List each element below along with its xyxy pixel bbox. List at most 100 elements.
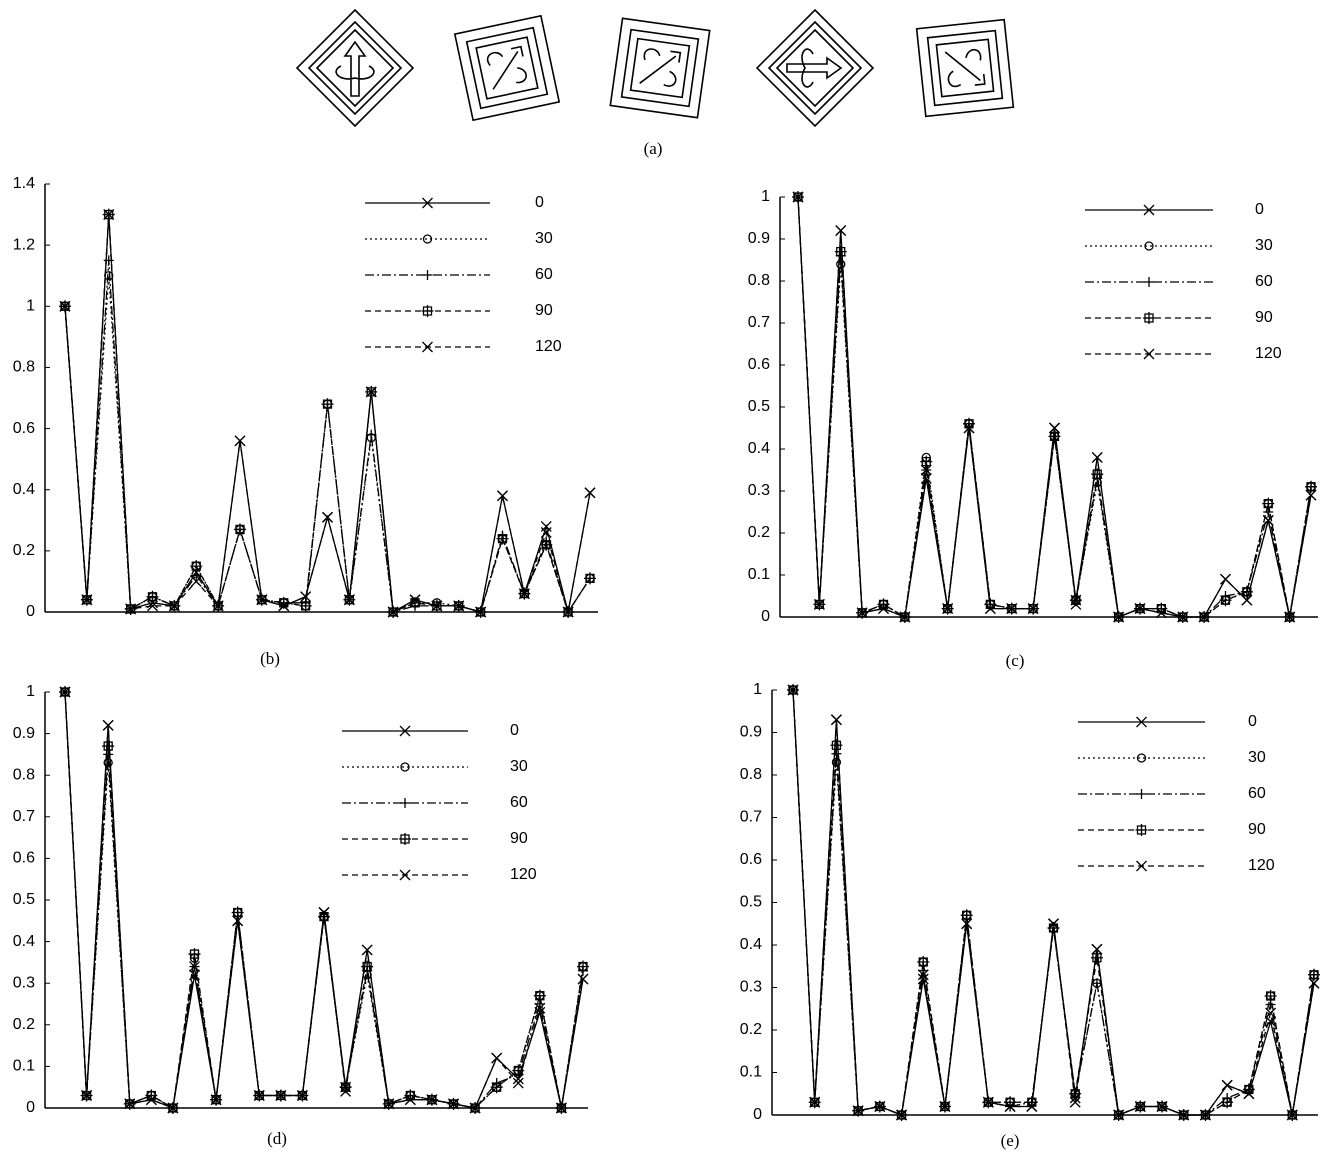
marker: [365, 386, 377, 398]
marker: [1243, 1088, 1255, 1100]
y-tick-label: 0.7: [748, 314, 770, 331]
marker: [234, 435, 246, 447]
legend-marker: [421, 305, 434, 317]
y-tick-label: 0.8: [748, 272, 770, 289]
legend-marker: [422, 197, 433, 209]
panel-caption: (d): [267, 1129, 287, 1148]
marker: [188, 948, 201, 961]
legend-marker: [422, 270, 433, 280]
marker: [1048, 918, 1059, 930]
series-line: [797, 196, 1312, 618]
marker: [453, 600, 465, 612]
legend-label: 120: [535, 338, 562, 355]
marker: [168, 600, 180, 612]
marker: [497, 490, 508, 502]
marker: [920, 464, 932, 476]
marker: [1027, 603, 1039, 615]
marker: [512, 1064, 525, 1077]
marker: [404, 1094, 416, 1106]
y-tick-label: 0.7: [13, 808, 35, 825]
marker: [1069, 1096, 1081, 1108]
series-line: [64, 691, 584, 1110]
marker: [321, 398, 334, 411]
legend-marker: [1135, 824, 1148, 836]
legend-marker: [400, 762, 410, 772]
marker: [1262, 514, 1274, 526]
marker: [1221, 1096, 1234, 1109]
marker: [834, 245, 847, 258]
marker: [296, 1090, 308, 1101]
series-line: [64, 691, 584, 1109]
series-line: [64, 214, 591, 614]
marker: [961, 918, 973, 930]
y-tick-label: 0.6: [13, 850, 35, 867]
y-tick-label: 0: [753, 1106, 762, 1123]
legend-marker: [399, 725, 411, 737]
marker: [1220, 573, 1231, 585]
marker: [1265, 1007, 1277, 1019]
marker: [366, 429, 377, 440]
marker: [830, 739, 843, 752]
marker: [1091, 468, 1104, 481]
marker: [874, 1101, 886, 1112]
marker: [361, 960, 374, 973]
marker: [584, 487, 596, 499]
shape-icon: [295, 8, 415, 128]
marker: [253, 1090, 265, 1101]
marker: [147, 600, 158, 612]
y-tick-label: 0.4: [740, 936, 762, 953]
marker: [852, 1105, 864, 1117]
marker: [534, 1002, 546, 1014]
panel-caption: (b): [260, 649, 280, 668]
marker: [1091, 451, 1103, 463]
marker: [1198, 611, 1210, 623]
legend-label: 0: [1248, 713, 1257, 730]
y-tick-label: 0.9: [13, 725, 35, 742]
series-line: [797, 196, 1312, 619]
marker: [533, 989, 546, 1002]
marker: [475, 606, 487, 618]
marker: [210, 1094, 222, 1106]
marker: [1178, 1109, 1190, 1121]
marker: [125, 603, 137, 615]
legend-label: 0: [1255, 201, 1264, 218]
y-tick-label: 0.1: [740, 1064, 762, 1081]
marker: [939, 1101, 951, 1112]
legend-label: 30: [1248, 749, 1266, 766]
legend-label: 60: [510, 794, 528, 811]
marker: [59, 686, 71, 698]
y-tick-label: 0.3: [13, 974, 35, 991]
marker: [361, 944, 373, 956]
marker: [878, 603, 889, 615]
marker: [383, 1098, 395, 1110]
panel-caption: (e): [1001, 1131, 1020, 1150]
y-tick-label: 0.4: [748, 440, 770, 457]
legend-label: 0: [535, 194, 544, 211]
legend-label: 60: [1248, 785, 1266, 802]
marker: [540, 527, 552, 538]
marker: [409, 594, 421, 606]
marker: [584, 572, 596, 585]
y-tick-label: 0.2: [748, 524, 770, 541]
y-tick-label: 0.1: [13, 1058, 35, 1075]
series-line: [64, 214, 591, 614]
marker: [409, 596, 421, 609]
legend-label: 30: [535, 230, 553, 247]
y-tick-label: 0.4: [13, 481, 35, 498]
marker: [512, 1077, 524, 1089]
marker: [963, 422, 975, 434]
marker: [577, 960, 589, 973]
marker: [1219, 594, 1232, 607]
shape-icon: [755, 8, 875, 128]
legend-label: 60: [535, 266, 553, 283]
marker: [787, 684, 799, 696]
legend-label: 120: [510, 866, 537, 883]
legend-marker: [400, 798, 410, 808]
y-tick-label: 0.3: [748, 482, 770, 499]
marker: [212, 600, 224, 612]
marker: [1284, 611, 1296, 623]
marker: [896, 1109, 908, 1121]
marker: [1049, 422, 1060, 434]
legend-marker: [1143, 312, 1155, 324]
